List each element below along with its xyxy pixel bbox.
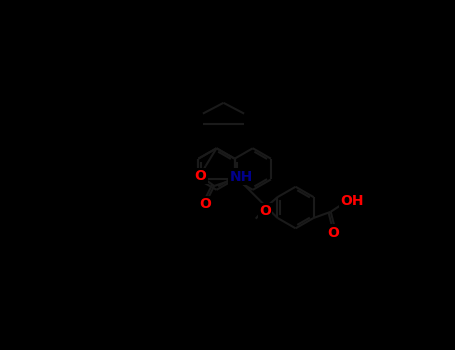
Text: O: O (200, 197, 212, 211)
Text: NH: NH (230, 170, 253, 184)
Text: O: O (259, 204, 271, 218)
Text: OH: OH (341, 194, 364, 208)
Text: O: O (327, 226, 339, 240)
Text: O: O (194, 169, 206, 183)
